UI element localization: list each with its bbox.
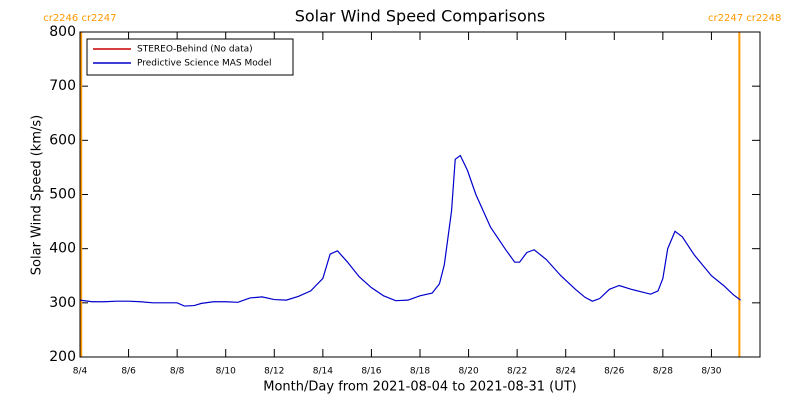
x-tick-label: 8/24: [556, 367, 576, 377]
legend-box: [86, 38, 294, 76]
plot-frame: [79, 31, 761, 358]
legend-label: Predictive Science MAS Model: [137, 59, 272, 69]
legend-label: STEREO-Behind (No data): [137, 45, 253, 55]
x-tick-label: 8/4: [73, 367, 88, 377]
boundary-label: cr2247 cr2248: [708, 13, 781, 24]
y-tick-label: 400: [49, 241, 76, 257]
x-tick-label: 8/26: [604, 367, 624, 377]
x-tick-label: 8/18: [410, 367, 430, 377]
x-tick-label: 8/28: [653, 367, 673, 377]
y-tick-label: 500: [49, 187, 76, 203]
y-tick-label: 700: [49, 78, 76, 94]
x-axis-label: Month/Day from 2021-08-04 to 2021-08-31 …: [263, 380, 576, 395]
x-tick-label: 8/14: [313, 367, 333, 377]
boundary-label: cr2246 cr2247: [43, 13, 116, 24]
y-tick-label: 600: [49, 132, 76, 148]
y-tick-label: 800: [49, 24, 76, 40]
x-tick-label: 8/12: [264, 367, 284, 377]
x-tick-label: 8/6: [121, 367, 136, 377]
y-axis-label: Solar Wind Speed (km/s): [30, 115, 45, 275]
chart-title: Solar Wind Speed Comparisons: [295, 7, 546, 26]
x-tick-label: 8/10: [216, 367, 236, 377]
x-tick-label: 8/16: [361, 367, 381, 377]
x-tick-label: 8/20: [458, 367, 478, 377]
y-tick-label: 200: [49, 349, 76, 365]
y-tick-label: 300: [49, 295, 76, 311]
x-tick-label: 8/8: [170, 367, 185, 377]
x-tick-label: 8/22: [507, 367, 527, 377]
series-line: [79, 154, 741, 307]
x-tick-label: 8/30: [701, 367, 721, 377]
